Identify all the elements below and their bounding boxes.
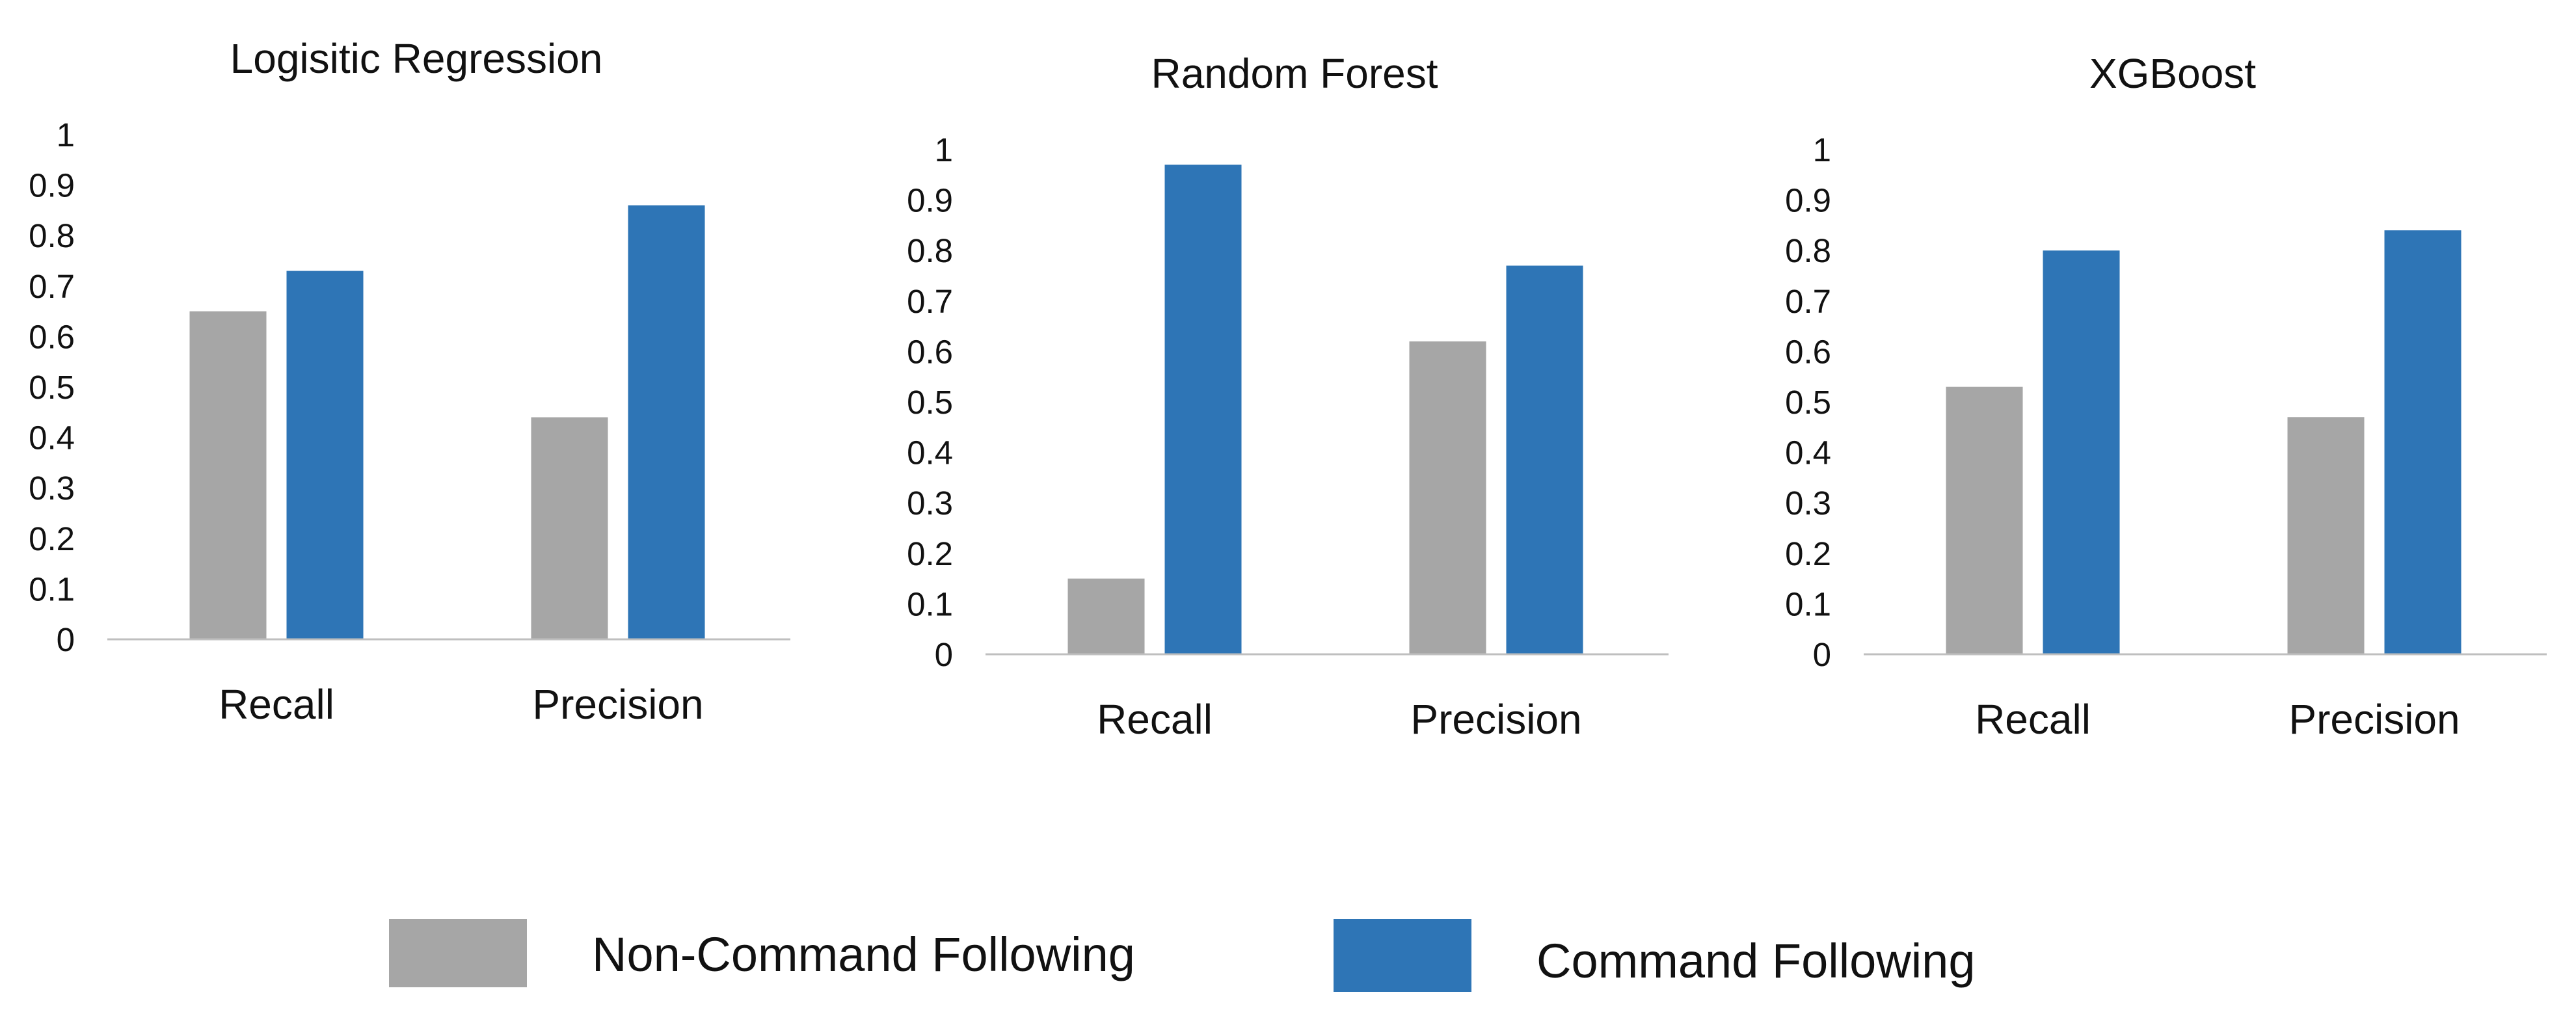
- category-label-xgboost-1: Precision: [2288, 696, 2460, 743]
- y-tick-label-logistic-regression-2: 0.2: [29, 520, 75, 557]
- bar-xgboost-recall-non-command-following: [1946, 386, 2023, 654]
- category-label-logistic-regression-0: Recall: [219, 681, 334, 728]
- y-tick-label-xgboost-4: 0.4: [1785, 434, 1831, 472]
- y-tick-label-xgboost-5: 0.5: [1785, 384, 1831, 421]
- bar-xgboost-precision-non-command-following: [2287, 417, 2365, 654]
- y-tick-label-logistic-regression-7: 0.7: [29, 268, 75, 305]
- category-label-xgboost-0: Recall: [1975, 696, 2091, 743]
- y-tick-label-logistic-regression-9: 0.9: [29, 167, 75, 204]
- bar-random-forest-precision-non-command-following: [1409, 341, 1486, 654]
- y-tick-label-xgboost-7: 0.7: [1785, 283, 1831, 320]
- legend-swatch-command-following: [1334, 919, 1471, 992]
- category-label-random-forest-1: Precision: [1410, 696, 1581, 743]
- y-tick-label-random-forest-7: 0.7: [907, 283, 953, 320]
- y-tick-label-random-forest-10: 1: [935, 131, 953, 168]
- y-tick-label-logistic-regression-5: 0.5: [29, 369, 75, 406]
- bar-logistic-regression-precision-command-following: [628, 205, 705, 639]
- y-tick-label-logistic-regression-0: 0: [57, 621, 75, 658]
- chart-title-logistic-regression: Logisitic Regression: [230, 35, 603, 82]
- y-tick-label-logistic-regression-4: 0.4: [29, 419, 75, 457]
- category-label-logistic-regression-1: Precision: [532, 681, 703, 728]
- y-tick-label-logistic-regression-3: 0.3: [29, 470, 75, 507]
- chart-title-xgboost: XGBoost: [2089, 50, 2256, 97]
- legend-swatch-non-command-following: [389, 919, 527, 987]
- bar-xgboost-recall-command-following: [2043, 250, 2120, 654]
- y-tick-label-random-forest-6: 0.6: [907, 333, 953, 370]
- bar-random-forest-precision-command-following: [1506, 265, 1583, 655]
- category-label-random-forest-0: Recall: [1097, 696, 1213, 743]
- y-tick-label-random-forest-5: 0.5: [907, 384, 953, 421]
- y-tick-label-logistic-regression-1: 0.1: [29, 570, 75, 607]
- legend-label-non-command-following: Non-Command Following: [592, 927, 1135, 981]
- legend-label-command-following: Command Following: [1536, 934, 1976, 988]
- y-tick-label-xgboost-8: 0.8: [1785, 232, 1831, 269]
- bar-logistic-regression-recall-command-following: [286, 271, 364, 639]
- y-tick-label-random-forest-3: 0.3: [907, 485, 953, 522]
- bar-logistic-regression-precision-non-command-following: [531, 417, 608, 639]
- y-tick-label-random-forest-4: 0.4: [907, 434, 953, 472]
- y-tick-label-random-forest-2: 0.2: [907, 535, 953, 572]
- y-tick-label-logistic-regression-8: 0.8: [29, 217, 75, 254]
- y-tick-label-xgboost-6: 0.6: [1785, 333, 1831, 370]
- y-tick-label-xgboost-1: 0.1: [1785, 585, 1831, 622]
- chart-title-random-forest: Random Forest: [1151, 50, 1438, 97]
- bar-random-forest-recall-command-following: [1164, 165, 1242, 654]
- y-tick-label-random-forest-1: 0.1: [907, 585, 953, 622]
- bar-random-forest-recall-non-command-following: [1067, 578, 1145, 654]
- y-tick-label-random-forest-9: 0.9: [907, 182, 953, 219]
- y-tick-label-random-forest-0: 0: [935, 636, 953, 673]
- bar-xgboost-precision-command-following: [2384, 230, 2462, 654]
- y-tick-label-xgboost-10: 1: [1813, 131, 1831, 168]
- y-tick-label-xgboost-9: 0.9: [1785, 182, 1831, 219]
- y-tick-label-xgboost-2: 0.2: [1785, 535, 1831, 572]
- y-tick-label-xgboost-0: 0: [1813, 636, 1831, 673]
- y-tick-label-logistic-regression-10: 1: [57, 116, 75, 153]
- bar-logistic-regression-recall-non-command-following: [189, 311, 267, 639]
- y-tick-label-random-forest-8: 0.8: [907, 232, 953, 269]
- y-tick-label-logistic-regression-6: 0.6: [29, 318, 75, 355]
- y-tick-label-xgboost-3: 0.3: [1785, 485, 1831, 522]
